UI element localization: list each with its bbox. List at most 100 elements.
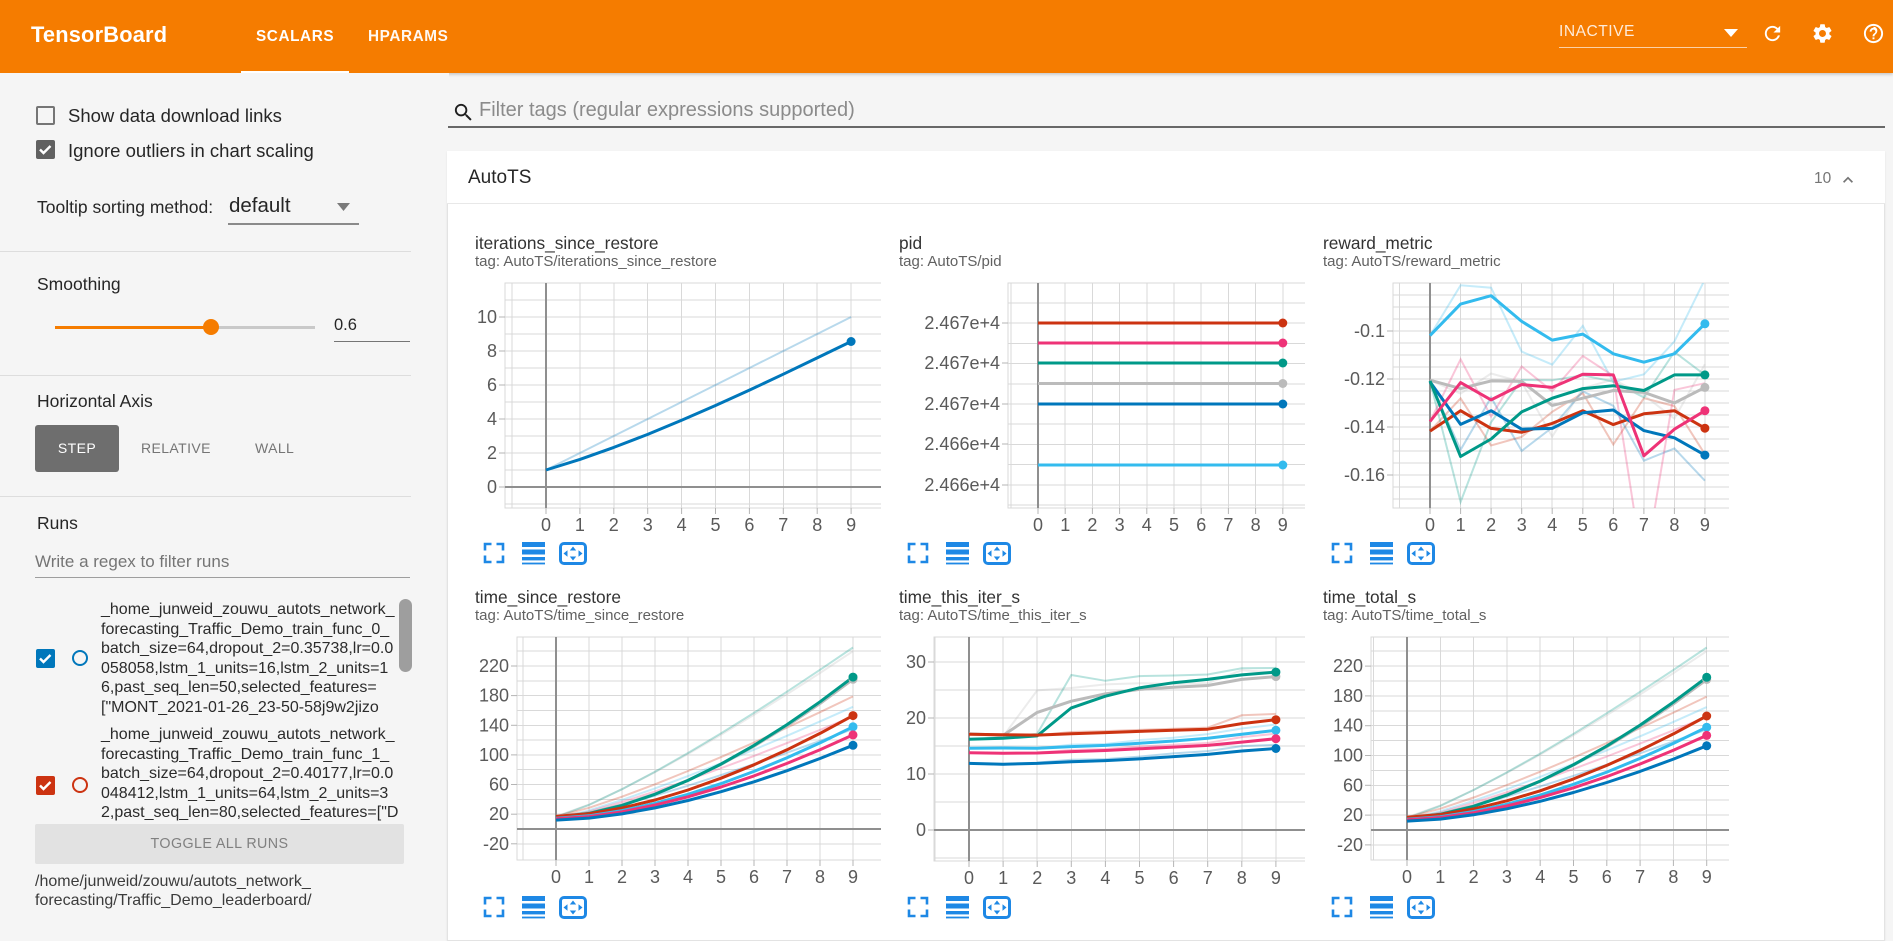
svg-text:2: 2 bbox=[609, 515, 619, 535]
svg-text:60: 60 bbox=[489, 775, 509, 795]
svg-text:60: 60 bbox=[1343, 775, 1363, 795]
svg-text:3: 3 bbox=[1115, 515, 1125, 535]
svg-text:tag: AutoTS/iterations_since_r: tag: AutoTS/iterations_since_restore bbox=[475, 253, 717, 270]
svg-text:100: 100 bbox=[479, 745, 509, 765]
svg-text:5: 5 bbox=[1568, 867, 1578, 887]
svg-text:2.467e+4: 2.467e+4 bbox=[924, 394, 1000, 414]
svg-text:4: 4 bbox=[677, 515, 687, 535]
svg-text:9: 9 bbox=[1271, 868, 1281, 888]
svg-text:180: 180 bbox=[479, 686, 509, 706]
svg-text:7: 7 bbox=[782, 867, 792, 887]
svg-text:3: 3 bbox=[1517, 515, 1527, 535]
svg-text:3: 3 bbox=[650, 867, 660, 887]
svg-text:-20: -20 bbox=[1337, 835, 1363, 855]
svg-text:2.466e+4: 2.466e+4 bbox=[924, 434, 1000, 454]
svg-text:9: 9 bbox=[1702, 867, 1712, 887]
svg-text:iterations_since_restore: iterations_since_restore bbox=[475, 233, 658, 253]
svg-text:5: 5 bbox=[710, 515, 720, 535]
svg-text:9: 9 bbox=[1278, 515, 1288, 535]
svg-text:8: 8 bbox=[487, 341, 497, 361]
svg-text:9: 9 bbox=[848, 867, 858, 887]
svg-text:5: 5 bbox=[1169, 515, 1179, 535]
svg-text:4: 4 bbox=[683, 867, 693, 887]
svg-text:2: 2 bbox=[1032, 868, 1042, 888]
svg-text:4: 4 bbox=[487, 409, 497, 429]
svg-text:1: 1 bbox=[1060, 515, 1070, 535]
svg-text:8: 8 bbox=[1668, 867, 1678, 887]
svg-text:pid: pid bbox=[899, 233, 922, 253]
svg-text:10: 10 bbox=[477, 307, 497, 327]
svg-text:2.466e+4: 2.466e+4 bbox=[924, 475, 1000, 495]
svg-text:tag: AutoTS/time_total_s: tag: AutoTS/time_total_s bbox=[1323, 607, 1486, 624]
svg-text:3: 3 bbox=[1502, 867, 1512, 887]
svg-text:tag: AutoTS/time_this_iter_s: tag: AutoTS/time_this_iter_s bbox=[899, 607, 1087, 624]
svg-text:-0.16: -0.16 bbox=[1344, 465, 1385, 485]
svg-text:2: 2 bbox=[617, 867, 627, 887]
svg-text:8: 8 bbox=[1251, 515, 1261, 535]
svg-text:4: 4 bbox=[1142, 515, 1152, 535]
svg-text:4: 4 bbox=[1535, 867, 1545, 887]
svg-text:reward_metric: reward_metric bbox=[1323, 233, 1433, 253]
svg-text:2: 2 bbox=[487, 443, 497, 463]
svg-text:1: 1 bbox=[575, 515, 585, 535]
svg-text:30: 30 bbox=[906, 652, 926, 672]
svg-text:0: 0 bbox=[1425, 515, 1435, 535]
svg-text:tag: AutoTS/time_since_restore: tag: AutoTS/time_since_restore bbox=[475, 607, 684, 624]
svg-text:tag: AutoTS/pid: tag: AutoTS/pid bbox=[899, 253, 1002, 270]
svg-text:time_since_restore: time_since_restore bbox=[475, 587, 621, 607]
svg-text:4: 4 bbox=[1100, 868, 1110, 888]
svg-text:10: 10 bbox=[906, 764, 926, 784]
svg-text:6: 6 bbox=[1608, 515, 1618, 535]
svg-text:tag: AutoTS/reward_metric: tag: AutoTS/reward_metric bbox=[1323, 253, 1501, 270]
svg-text:180: 180 bbox=[1333, 686, 1363, 706]
svg-text:100: 100 bbox=[1333, 746, 1363, 766]
svg-text:time_total_s: time_total_s bbox=[1323, 587, 1417, 607]
svg-text:7: 7 bbox=[1223, 515, 1233, 535]
svg-text:6: 6 bbox=[487, 375, 497, 395]
svg-text:2.467e+4: 2.467e+4 bbox=[924, 313, 1000, 333]
svg-text:220: 220 bbox=[1333, 656, 1363, 676]
svg-text:20: 20 bbox=[1343, 805, 1363, 825]
svg-text:9: 9 bbox=[1700, 515, 1710, 535]
svg-text:8: 8 bbox=[812, 515, 822, 535]
svg-text:7: 7 bbox=[778, 515, 788, 535]
svg-text:7: 7 bbox=[1203, 868, 1213, 888]
svg-text:6: 6 bbox=[749, 867, 759, 887]
svg-text:220: 220 bbox=[479, 656, 509, 676]
svg-text:20: 20 bbox=[489, 804, 509, 824]
svg-text:2: 2 bbox=[1469, 867, 1479, 887]
svg-text:0: 0 bbox=[541, 515, 551, 535]
svg-text:7: 7 bbox=[1635, 867, 1645, 887]
svg-text:2.467e+4: 2.467e+4 bbox=[924, 353, 1000, 373]
svg-text:3: 3 bbox=[1066, 868, 1076, 888]
svg-text:0: 0 bbox=[487, 477, 497, 497]
svg-text:8: 8 bbox=[815, 867, 825, 887]
svg-text:time_this_iter_s: time_this_iter_s bbox=[899, 587, 1020, 607]
svg-text:5: 5 bbox=[1134, 868, 1144, 888]
svg-text:0: 0 bbox=[964, 868, 974, 888]
svg-text:140: 140 bbox=[479, 715, 509, 735]
svg-text:6: 6 bbox=[1169, 868, 1179, 888]
svg-text:1: 1 bbox=[1435, 867, 1445, 887]
svg-text:7: 7 bbox=[1639, 515, 1649, 535]
svg-text:3: 3 bbox=[643, 515, 653, 535]
svg-text:5: 5 bbox=[716, 867, 726, 887]
svg-text:140: 140 bbox=[1333, 716, 1363, 736]
svg-text:-20: -20 bbox=[483, 834, 509, 854]
svg-text:2: 2 bbox=[1087, 515, 1097, 535]
svg-text:6: 6 bbox=[744, 515, 754, 535]
svg-text:1: 1 bbox=[584, 867, 594, 887]
svg-text:9: 9 bbox=[846, 515, 856, 535]
svg-text:0: 0 bbox=[916, 820, 926, 840]
svg-text:8: 8 bbox=[1669, 515, 1679, 535]
svg-text:1: 1 bbox=[1456, 515, 1466, 535]
svg-text:-0.14: -0.14 bbox=[1344, 417, 1385, 437]
svg-text:6: 6 bbox=[1196, 515, 1206, 535]
svg-text:0: 0 bbox=[551, 867, 561, 887]
svg-text:0: 0 bbox=[1402, 867, 1412, 887]
svg-text:-0.1: -0.1 bbox=[1354, 321, 1385, 341]
svg-text:8: 8 bbox=[1237, 868, 1247, 888]
svg-text:4: 4 bbox=[1547, 515, 1557, 535]
svg-text:2: 2 bbox=[1486, 515, 1496, 535]
svg-text:1: 1 bbox=[998, 868, 1008, 888]
